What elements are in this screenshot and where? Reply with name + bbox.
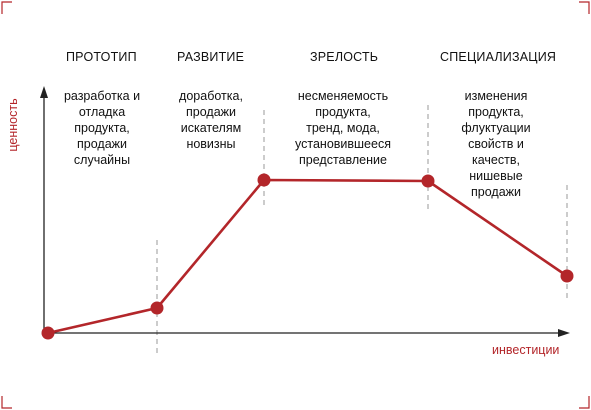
description-line: несменяемость	[297, 89, 389, 103]
axes	[40, 86, 570, 337]
point-start	[41, 326, 55, 340]
x-axis-label: инвестиции	[492, 343, 560, 357]
phase-description-specialization: изменения продукта, флуктуации свойств и кач…	[443, 88, 549, 200]
description-line: флуктуации	[461, 121, 531, 135]
description-line: продукта,	[74, 121, 130, 135]
phase-title-development: РАЗВИТИЕ	[177, 50, 245, 64]
phase-title-prototype: ПРОТОТИП	[66, 50, 137, 64]
description-line: продажи	[77, 137, 127, 151]
point-maturity-start	[257, 173, 271, 187]
bracket-top-right	[579, 1, 590, 14]
value-curve	[46, 178, 569, 335]
curve-points	[41, 173, 574, 340]
description-line: качеств,	[472, 153, 520, 167]
phase-description-maturity: несменяемость продукта, тренд, мода, устано…	[280, 88, 406, 168]
bracket-bottom-left	[1, 396, 12, 409]
description-line: случайны	[73, 153, 131, 167]
description-line: продажи	[471, 185, 521, 199]
description-line: отладка	[78, 105, 126, 119]
description-line: доработка,	[179, 89, 243, 103]
description-line: новизны	[186, 137, 236, 151]
y-axis-arrow	[40, 86, 48, 98]
phase-title-maturity: ЗРЕЛОСТЬ	[310, 50, 379, 64]
description-line: представление	[299, 153, 387, 167]
description-line: нишевые	[469, 169, 523, 183]
x-axis-arrow	[558, 329, 570, 337]
y-axis-label: ценность	[6, 98, 20, 152]
description-line: тренд, мода,	[306, 121, 380, 135]
description-line: изменения	[464, 89, 528, 103]
description-line: продукта,	[468, 105, 524, 119]
description-line: установившееся	[295, 137, 391, 151]
bracket-bottom-right	[579, 396, 590, 409]
phase-description-prototype: разработка и отладка продукта, продажи случа…	[52, 88, 152, 168]
phase-description-development: доработка, продажи искателям новизны	[163, 88, 259, 152]
phase-dividers	[156, 105, 568, 355]
phase-title-specialization: СПЕЦИАЛИЗАЦИЯ	[440, 50, 557, 64]
point-maturity-end	[421, 174, 435, 188]
description-line: искателям	[180, 121, 242, 135]
point-specialization	[560, 269, 574, 283]
description-line: свойств и	[468, 137, 524, 151]
description-line: разработка и	[63, 89, 141, 103]
description-line: продукта,	[315, 105, 371, 119]
description-line: продажи	[186, 105, 236, 119]
bracket-top-left	[1, 1, 12, 14]
point-development	[150, 301, 164, 315]
